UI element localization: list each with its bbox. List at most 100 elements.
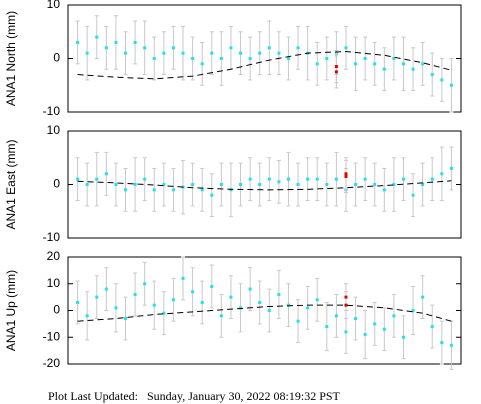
point (267, 46, 271, 50)
point (210, 51, 214, 55)
point (306, 306, 310, 310)
point (344, 330, 348, 334)
point (104, 287, 108, 291)
point (306, 177, 310, 181)
point (344, 174, 348, 178)
point (95, 177, 99, 181)
point (344, 172, 348, 176)
point (200, 188, 204, 192)
point (85, 183, 89, 186)
point (430, 325, 434, 329)
point (334, 70, 338, 74)
point (382, 327, 386, 331)
point (239, 183, 243, 186)
point (85, 51, 89, 55)
point (334, 177, 338, 181)
point (401, 62, 405, 66)
point (76, 300, 80, 304)
y-tick-label: 10 (47, 0, 61, 11)
point (248, 177, 252, 181)
point (296, 183, 300, 186)
point (296, 319, 300, 323)
point (325, 325, 329, 329)
point (354, 317, 358, 321)
point (392, 314, 396, 318)
point (430, 73, 434, 77)
y-tick-label: -20 (43, 356, 61, 370)
point (219, 183, 223, 186)
y-tick-label: 0 (53, 303, 60, 317)
point (219, 314, 223, 318)
model-line (77, 180, 452, 191)
point (143, 177, 147, 181)
point (277, 51, 281, 55)
point (258, 300, 262, 304)
point (286, 177, 290, 181)
point (411, 309, 415, 312)
point (392, 183, 396, 186)
point (200, 300, 204, 304)
y-tick-label: 20 (47, 249, 61, 263)
point (325, 183, 329, 186)
point (152, 303, 156, 307)
y-tick-label: -10 (43, 329, 61, 343)
point (392, 57, 396, 60)
point (373, 183, 377, 186)
point (421, 295, 425, 299)
y-tick-label: 10 (47, 123, 61, 137)
point (373, 62, 377, 66)
point (449, 166, 453, 170)
point (114, 40, 118, 44)
point (363, 177, 367, 181)
point (152, 57, 156, 60)
point (334, 65, 338, 69)
point (162, 183, 166, 186)
point (401, 177, 405, 181)
point (440, 78, 444, 82)
point (219, 57, 223, 60)
point (133, 40, 137, 44)
point (354, 183, 358, 186)
point (124, 317, 128, 321)
point (286, 303, 290, 307)
point (162, 51, 166, 55)
point (373, 322, 377, 326)
point (286, 57, 290, 60)
point (239, 51, 243, 55)
point (411, 193, 415, 197)
point (210, 193, 214, 197)
point (401, 335, 405, 339)
point (449, 343, 453, 347)
point (76, 40, 80, 44)
model-line (77, 51, 452, 80)
point (143, 46, 147, 50)
point (277, 292, 281, 296)
point (315, 177, 319, 181)
point (411, 67, 415, 71)
point (104, 46, 108, 50)
point (421, 62, 425, 66)
point (315, 62, 319, 66)
point (171, 188, 175, 192)
point (334, 314, 338, 318)
y-tick-label: 0 (53, 51, 60, 65)
point (181, 51, 185, 55)
point (267, 309, 271, 312)
point (382, 67, 386, 71)
point (133, 292, 137, 296)
point (171, 298, 175, 302)
point (315, 298, 319, 302)
point (200, 62, 204, 66)
point (171, 46, 175, 50)
point (143, 282, 147, 286)
point (114, 183, 118, 186)
point (124, 188, 128, 192)
point (210, 284, 214, 288)
model-line (77, 304, 452, 322)
point (76, 177, 80, 181)
point (325, 57, 329, 60)
point (430, 177, 434, 181)
point (363, 333, 367, 337)
y-tick-label: 0 (53, 177, 60, 191)
